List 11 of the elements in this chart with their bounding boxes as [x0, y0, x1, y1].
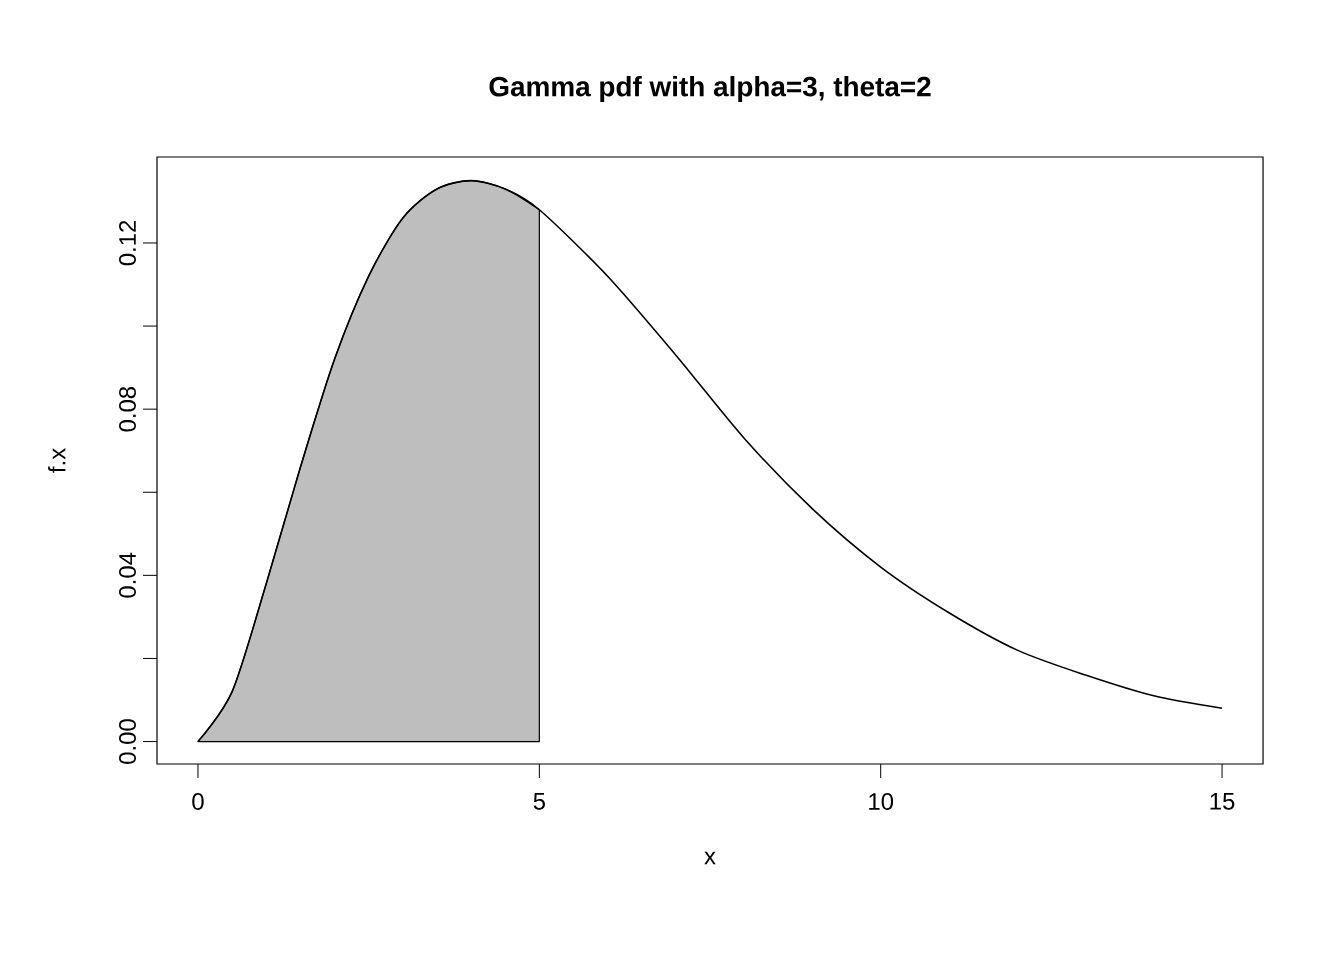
x-tick-label: 0	[192, 793, 204, 810]
y-tick-label: 0.08	[119, 386, 136, 432]
x-axis-title: x	[704, 851, 716, 865]
y-tick-label: 0.04	[119, 552, 136, 598]
x-tick-label: 10	[869, 793, 894, 810]
x-tick-label: 5	[533, 793, 545, 810]
chart-title: Gamma pdf with alpha=3, theta=2	[489, 75, 931, 102]
y-axis-title: f.x	[48, 448, 66, 473]
x-tick-label: 15	[1210, 793, 1235, 810]
y-tick-label: 0.00	[119, 719, 136, 764]
y-tick-label: 0.12	[119, 220, 136, 266]
